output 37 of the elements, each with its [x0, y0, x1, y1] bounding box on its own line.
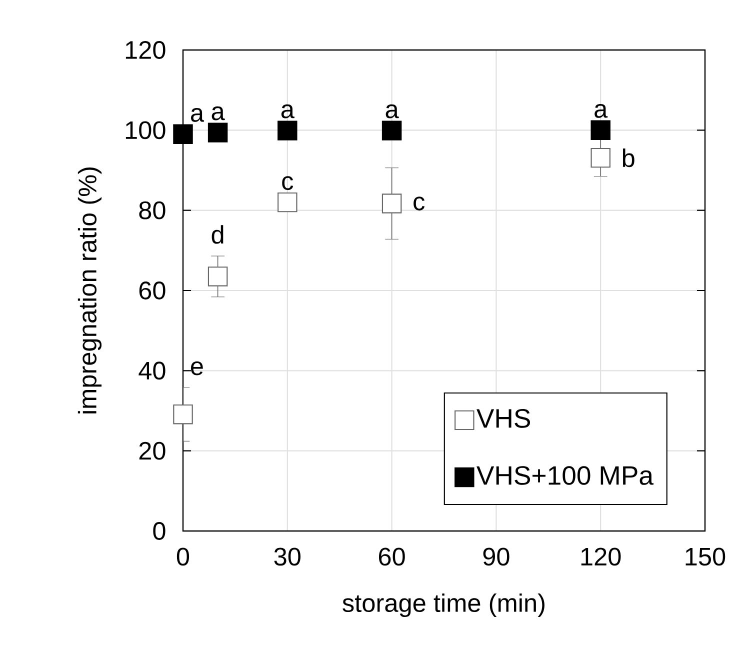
x-tick-label: 150: [686, 548, 726, 566]
point: [590, 148, 610, 168]
annotation: a: [191, 108, 204, 122]
y-tick-label: 120: [126, 41, 166, 59]
annotation: a: [212, 106, 225, 120]
y-axis-title: impregnation ratio (%): [78, 168, 102, 414]
y-tick-label: 100: [126, 121, 166, 140]
x-tick-label: 30: [274, 548, 300, 566]
x-tick-label: 0: [176, 548, 190, 566]
x-axis-title: storage time (min): [342, 593, 544, 618]
point: [278, 120, 298, 140]
point: [173, 404, 193, 424]
point: [382, 120, 402, 140]
point: [173, 124, 193, 144]
annotation: a: [386, 104, 399, 118]
x-tick-label: 60: [378, 548, 405, 566]
y-tick-label: 20: [139, 442, 166, 460]
annotation: b: [622, 148, 634, 168]
legend-label: VHS: [476, 408, 530, 428]
annotation: e: [191, 361, 203, 376]
y-tick-label: 60: [139, 282, 166, 300]
x-tick-label: 120: [581, 548, 621, 566]
y-tick-label: 40: [138, 362, 166, 380]
point: [208, 266, 228, 286]
annotation: d: [212, 225, 224, 244]
annotation: c: [414, 196, 425, 210]
annotation: c: [282, 176, 294, 190]
legend-label: VHS+100 MPa: [476, 466, 654, 485]
x-tick-label: 90: [483, 548, 510, 566]
annotation: a: [281, 104, 294, 118]
point: [590, 120, 610, 140]
point: [278, 192, 298, 212]
point: [382, 194, 402, 214]
point: [208, 122, 228, 142]
y-tick-label: 80: [139, 201, 166, 220]
y-tick-label: 0: [153, 522, 166, 540]
annotation: a: [594, 104, 608, 118]
